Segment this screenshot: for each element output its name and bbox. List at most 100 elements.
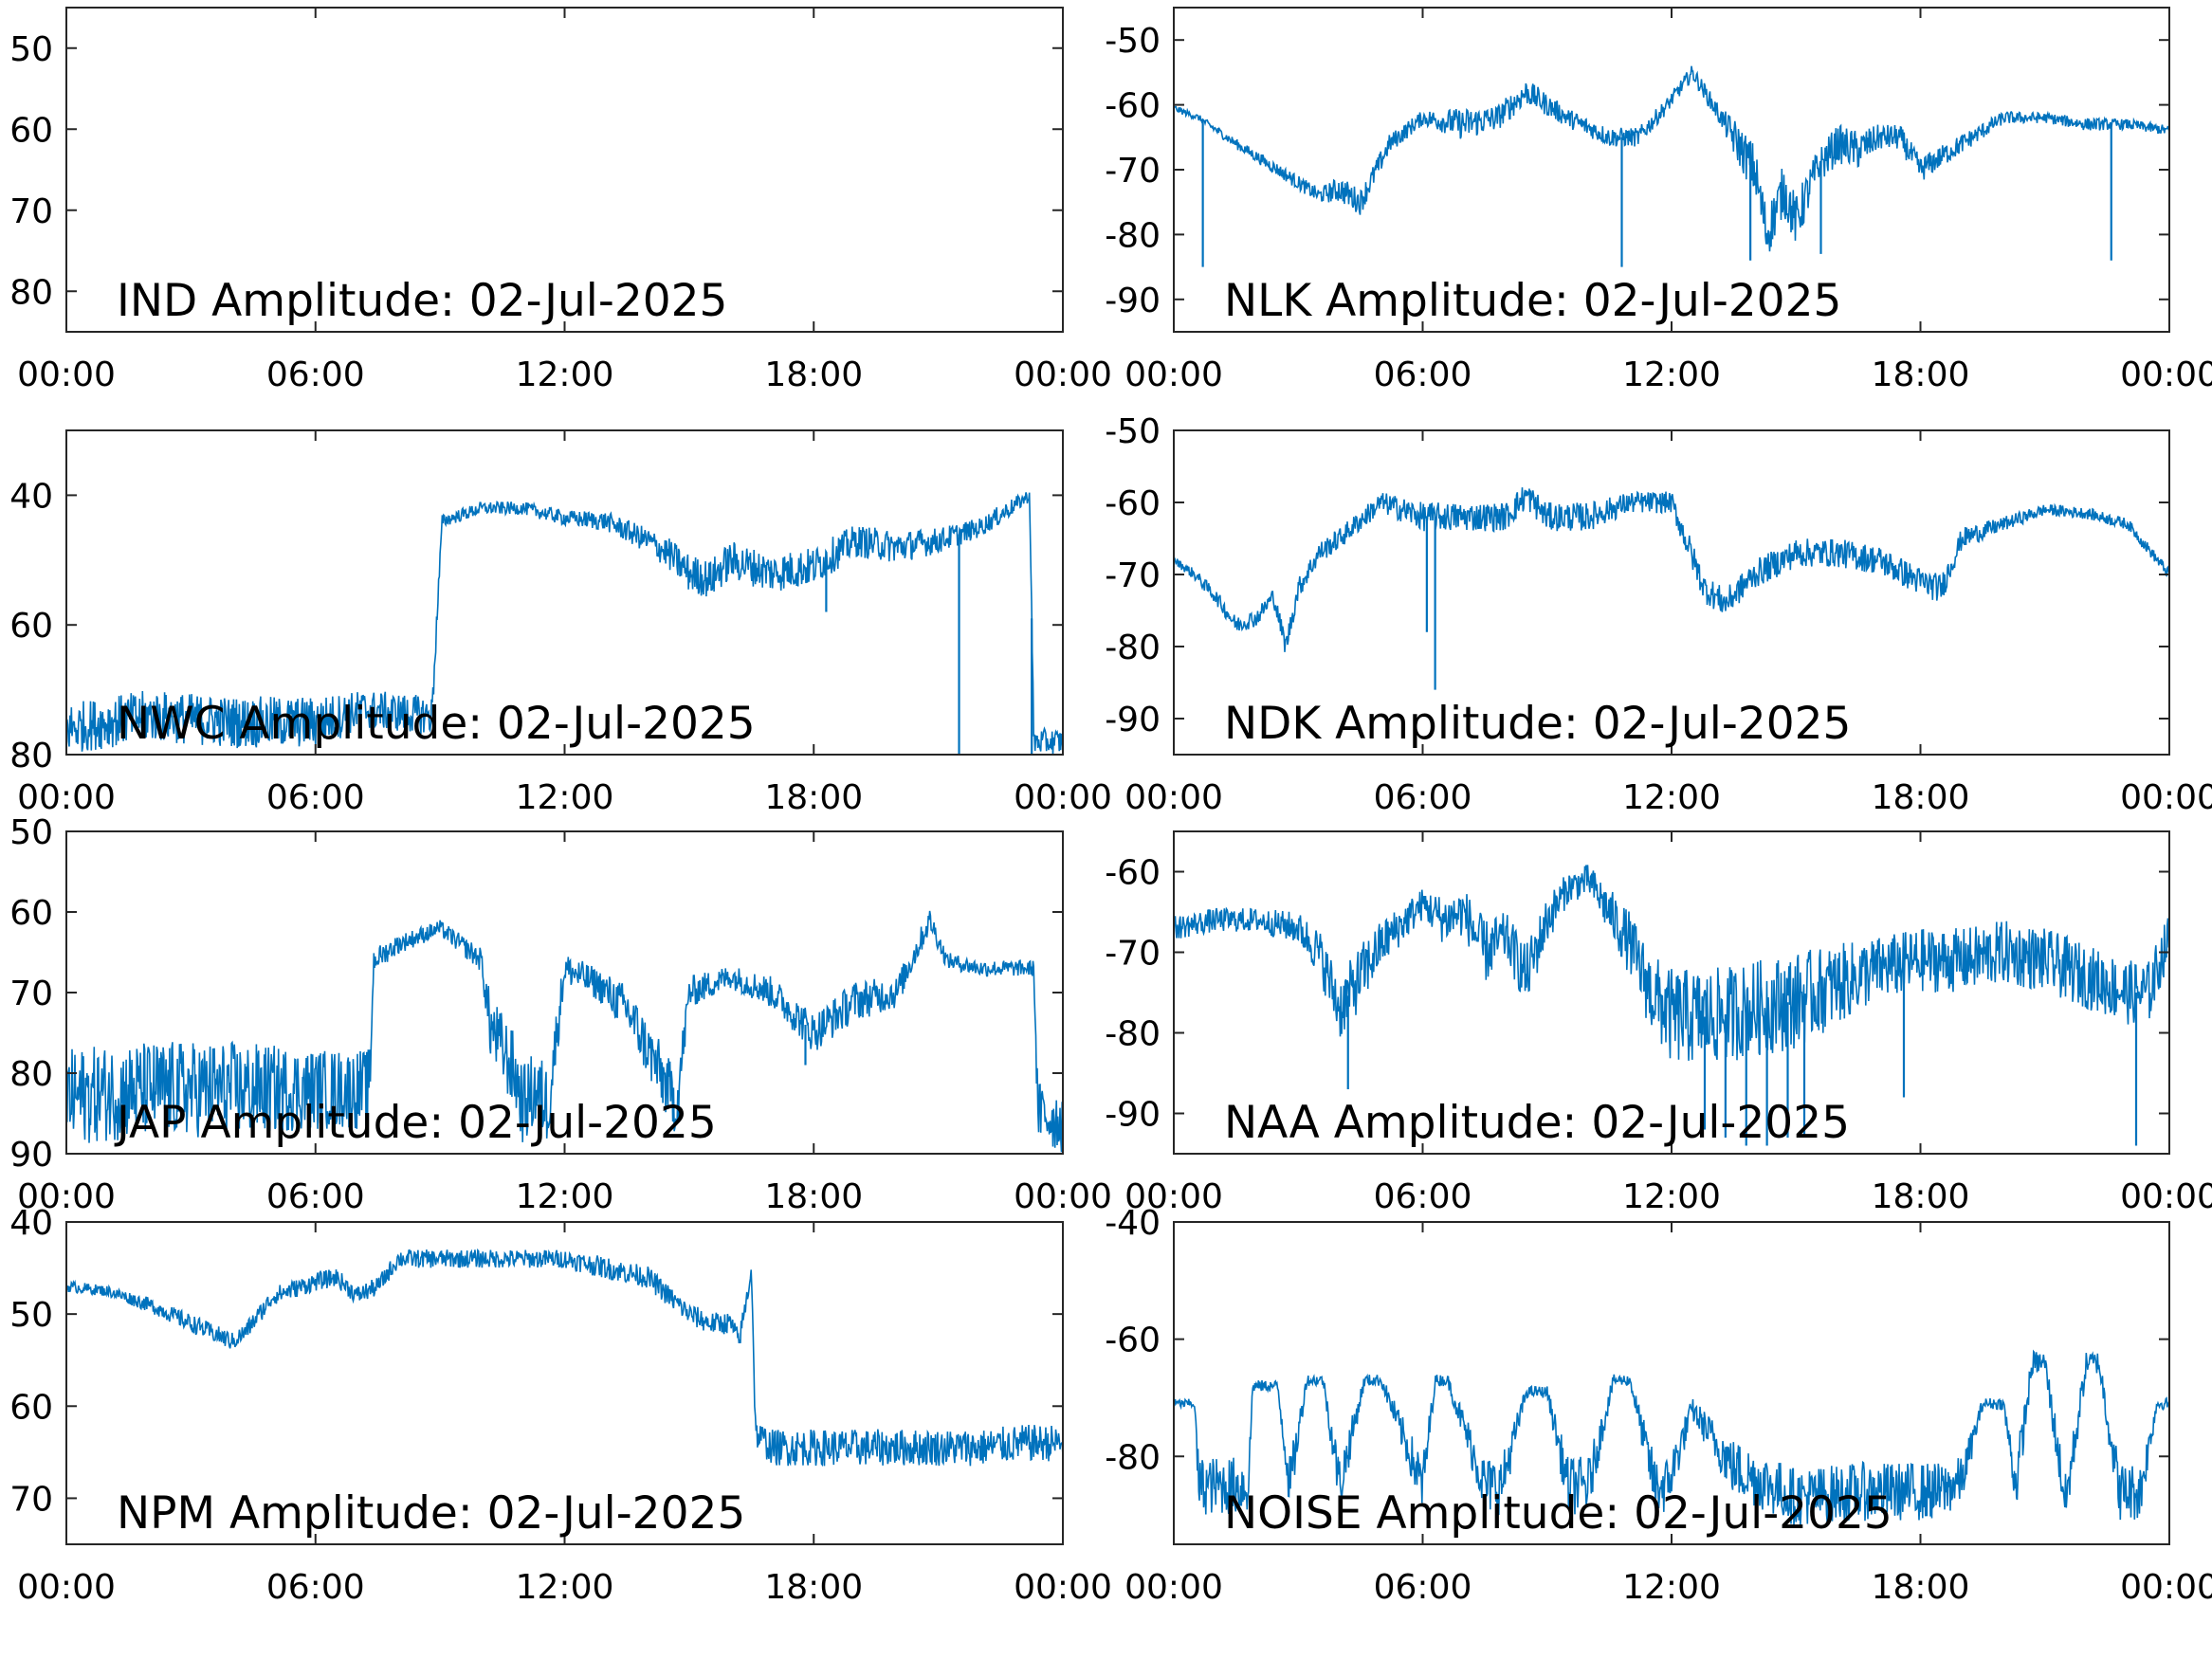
x-tick-label: 06:00 — [266, 1177, 365, 1216]
y-tick-label: -90 — [1105, 701, 1161, 739]
x-tick-label: 00:00 — [17, 1568, 116, 1607]
panel-title: IND Amplitude: 02-Jul-2025 — [117, 275, 727, 327]
y-tick-label: -60 — [1105, 1322, 1161, 1360]
chart-panel-2: -50 -60 -70 -80 -90 00:00 06:00 12:00 18:00 00:00… — [1105, 7, 2212, 394]
panel-title: NPM Amplitude: 02-Jul-2025 — [117, 1487, 745, 1540]
x-tick-label: 12:00 — [516, 1568, 614, 1607]
y-tick-label: 70 — [9, 975, 53, 1013]
x-tick-label: 00:00 — [1014, 1568, 1112, 1607]
x-tick-label: 18:00 — [764, 778, 863, 817]
y-tick-label: 60 — [9, 894, 53, 933]
series-trace — [1174, 1349, 2169, 1526]
x-tick-label: 12:00 — [516, 1177, 614, 1216]
y-tick-label: -70 — [1105, 556, 1161, 595]
panel-title: NWC Amplitude: 02-Jul-2025 — [117, 698, 756, 750]
x-tick-label: 00:00 — [17, 356, 116, 394]
y-tick-label: -90 — [1105, 1096, 1161, 1135]
y-tick-label: -80 — [1105, 216, 1161, 255]
x-tick-label: 00:00 — [17, 778, 116, 817]
panel-title: NOISE Amplitude: 02-Jul-2025 — [1224, 1487, 1892, 1540]
y-tick-label: 80 — [9, 737, 53, 775]
y-tick-label: -80 — [1105, 1438, 1161, 1477]
x-tick-label: 00:00 — [1014, 1177, 1112, 1216]
series-trace — [66, 1248, 1063, 1468]
series-trace — [1174, 65, 2169, 252]
series-trace — [66, 492, 1063, 755]
x-tick-label: 18:00 — [1872, 778, 1970, 817]
x-tick-label: 18:00 — [1872, 356, 1970, 394]
y-tick-label: -50 — [1105, 412, 1161, 451]
x-tick-label: 00:00 — [2120, 1177, 2212, 1216]
x-tick-label: 06:00 — [1374, 1568, 1472, 1607]
y-tick-label: 40 — [9, 1204, 53, 1243]
y-tick-label: -60 — [1105, 484, 1161, 523]
chart-panel-4: -50 -60 -70 -80 -90 00:00 06:00 12:00 18:00 00:00… — [1105, 412, 2212, 817]
y-tick-label: 70 — [9, 1480, 53, 1519]
series-trace — [66, 910, 1063, 1153]
panel-title: JAP Amplitude: 02-Jul-2025 — [114, 1097, 717, 1149]
y-tick-label: 50 — [9, 1296, 53, 1335]
x-tick-label: 00:00 — [1014, 356, 1112, 394]
x-tick-label: 18:00 — [764, 1568, 863, 1607]
x-tick-label: 18:00 — [1872, 1568, 1970, 1607]
x-tick-label: 06:00 — [266, 1568, 365, 1607]
x-tick-label: 00:00 — [2120, 1568, 2212, 1607]
series-line — [1174, 487, 2169, 690]
series-line — [1174, 1349, 2169, 1526]
y-tick-label: -90 — [1105, 282, 1161, 320]
y-tick-label: -70 — [1105, 935, 1161, 974]
series-line — [66, 910, 1063, 1153]
x-tick-label: 18:00 — [764, 356, 863, 394]
y-tick-label: -80 — [1105, 629, 1161, 667]
panel-title: NDK Amplitude: 02-Jul-2025 — [1224, 698, 1851, 750]
y-tick-label: -70 — [1105, 152, 1161, 191]
y-tick-label: -80 — [1105, 1015, 1161, 1054]
x-tick-label: 00:00 — [2120, 356, 2212, 394]
x-tick-label: 18:00 — [764, 1177, 863, 1216]
y-tick-label: 70 — [9, 192, 53, 231]
y-tick-label: 50 — [9, 813, 53, 852]
x-tick-label: 12:00 — [516, 778, 614, 817]
y-tick-label: 90 — [9, 1136, 53, 1175]
series-trace — [1174, 865, 2169, 1061]
y-tick-label: 60 — [9, 111, 53, 150]
x-tick-label: 00:00 — [17, 1177, 116, 1216]
x-tick-label: 12:00 — [1622, 1568, 1721, 1607]
x-tick-label: 12:00 — [1622, 778, 1721, 817]
x-tick-label: 00:00 — [1124, 1177, 1223, 1216]
y-tick-label: 40 — [9, 477, 53, 516]
series-line — [1174, 65, 2169, 267]
series-line — [1174, 865, 2169, 1146]
x-tick-label: 12:00 — [1622, 1177, 1721, 1216]
x-tick-label: 00:00 — [1124, 778, 1223, 817]
y-tick-label: 60 — [9, 607, 53, 646]
x-tick-label: 06:00 — [1374, 356, 1472, 394]
x-tick-label: 12:00 — [516, 356, 614, 394]
x-tick-label: 00:00 — [2120, 778, 2212, 817]
panel-title: NLK Amplitude: 02-Jul-2025 — [1224, 275, 1841, 327]
y-tick-label: 50 — [9, 30, 53, 69]
y-tick-label: 80 — [9, 1055, 53, 1094]
panel-title: NAA Amplitude: 02-Jul-2025 — [1224, 1097, 1850, 1149]
y-tick-label: -40 — [1105, 1204, 1161, 1243]
x-tick-label: 06:00 — [266, 778, 365, 817]
x-tick-label: 06:00 — [1374, 778, 1472, 817]
x-tick-label: 00:00 — [1014, 778, 1112, 817]
series-line — [66, 1248, 1063, 1468]
series-trace — [1174, 487, 2169, 652]
x-tick-label: 00:00 — [1124, 1568, 1223, 1607]
y-tick-label: 60 — [9, 1388, 53, 1427]
x-tick-label: 18:00 — [1872, 1177, 1970, 1216]
x-tick-label: 00:00 — [1124, 356, 1223, 394]
x-tick-label: 12:00 — [1622, 356, 1721, 394]
y-tick-label: -60 — [1105, 87, 1161, 126]
x-tick-label: 06:00 — [266, 356, 365, 394]
y-tick-label: 80 — [9, 273, 53, 312]
